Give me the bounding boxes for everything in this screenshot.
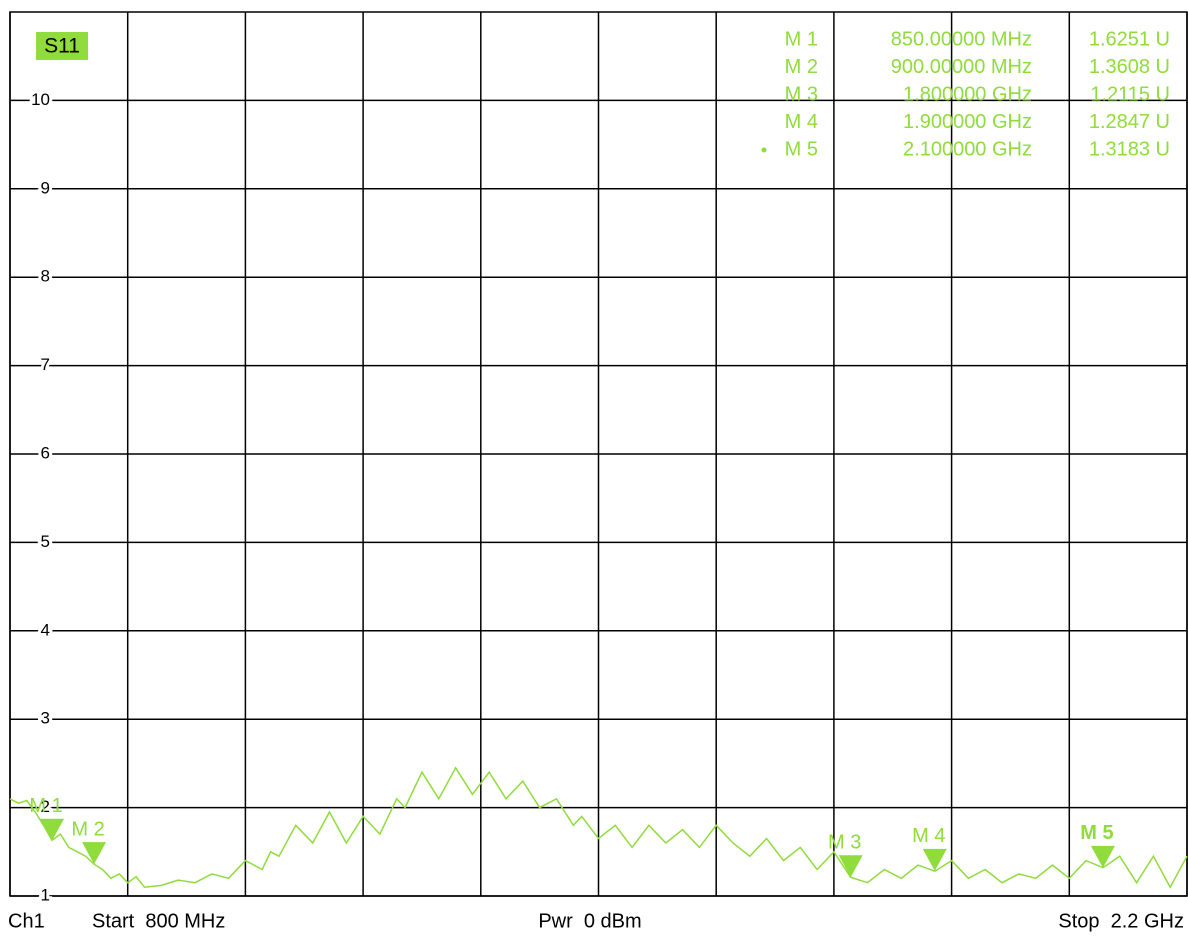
marker-name: M 1 <box>785 28 818 50</box>
marker-name: M 5 <box>785 138 818 160</box>
y-tick-label: 10 <box>31 90 50 109</box>
y-tick-label: 1 <box>41 885 50 904</box>
y-tick-label: 7 <box>41 355 50 374</box>
trace <box>9 766 1188 889</box>
channel-label: Ch1 <box>8 910 45 932</box>
y-tick-label: 6 <box>41 443 50 462</box>
marker-frequency: 1.800000 GHz <box>903 83 1032 105</box>
marker-value: 1.3608 U <box>1089 56 1170 78</box>
y-tick-label: 4 <box>41 620 50 639</box>
marker-name: M 4 <box>785 111 818 133</box>
y-tick-label: 9 <box>41 178 50 197</box>
y-tick-label: 8 <box>41 267 50 286</box>
marker-triangle <box>922 848 947 871</box>
active-marker-dot <box>761 147 767 153</box>
marker-label: M 4 <box>912 825 945 847</box>
stop-label: Stop 2.2 GHz <box>1058 910 1184 932</box>
trace-label: S11 <box>44 35 80 58</box>
marker-label: M 5 <box>1080 822 1113 844</box>
marker-triangle <box>40 818 65 841</box>
marker-frequency: 850.00000 MHz <box>891 28 1032 50</box>
marker-value: 1.6251 U <box>1089 28 1170 50</box>
marker-value: 1.3183 U <box>1089 138 1170 160</box>
marker-name: M 2 <box>785 56 818 78</box>
marker-frequency: 2.100000 GHz <box>903 138 1032 160</box>
y-tick-label: 2 <box>41 797 50 816</box>
marker-value: 1.2847 U <box>1089 111 1170 133</box>
power-label: Pwr 0 dBm <box>538 910 641 932</box>
y-tick-label: 5 <box>41 532 50 551</box>
marker-label: M 1 <box>29 795 62 817</box>
marker-frequency: 1.900000 GHz <box>903 111 1032 133</box>
marker-frequency: 900.00000 MHz <box>891 56 1032 78</box>
marker-triangle <box>82 842 107 865</box>
start-label: Start 800 MHz <box>92 910 225 932</box>
marker-triangle <box>1090 845 1115 868</box>
marker-label: M 3 <box>828 832 861 854</box>
marker-value: 1.2115 U <box>1090 83 1170 105</box>
y-tick-label: 3 <box>41 709 50 728</box>
marker-triangle <box>838 855 863 878</box>
trace-label-box <box>36 32 88 60</box>
marker-label: M 2 <box>71 818 104 840</box>
marker-name: M 3 <box>785 83 818 105</box>
